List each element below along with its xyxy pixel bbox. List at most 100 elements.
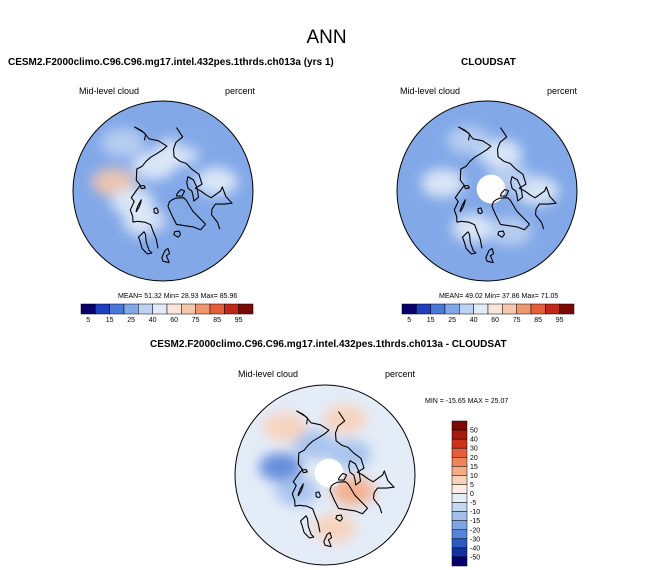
model-colorbar-swatch — [209, 303, 225, 315]
model-colorbar-tick: 60 — [170, 317, 178, 324]
diff-colorbar-swatch — [451, 511, 468, 521]
model-colorbar-swatch — [80, 303, 96, 315]
obs-colorbar-swatch — [530, 303, 546, 315]
map-2-coastline — [335, 514, 344, 522]
map-0-coastline — [167, 197, 207, 231]
diff-colorbar-swatch — [451, 447, 468, 458]
model-colorbar-tick: 40 — [149, 317, 157, 324]
diff-units-label: percent — [385, 369, 416, 379]
map-2-coastline — [348, 460, 362, 486]
obs-colorbar-swatch — [444, 303, 460, 315]
map-2-coastline — [323, 531, 333, 548]
model-colorbar-tick: 25 — [127, 317, 135, 324]
diff-colorbar-swatch — [451, 484, 468, 494]
map-1-coastline — [459, 199, 466, 213]
model-colorbar-swatch — [109, 303, 125, 315]
diff-colorbar-tick: -20 — [470, 527, 480, 534]
diff-colorbar-tick: 20 — [470, 455, 478, 462]
diff-colorbar-tick: 40 — [470, 437, 478, 444]
diff-stats: MIN = -15.65 MAX = 25.07 — [425, 398, 509, 405]
diff-colorbar-tick: -5 — [470, 500, 476, 507]
map-0-coastline — [173, 230, 182, 238]
model-colorbar-tick: 75 — [192, 317, 200, 324]
map-1-boundary — [396, 100, 578, 282]
diff-colorbar-swatch — [451, 475, 468, 485]
diff-colorbar-swatch — [451, 438, 468, 449]
model-colorbar-swatch — [152, 303, 168, 315]
obs-colorbar-swatch — [487, 303, 503, 315]
diff-panel-title: CESM2.F2000climo.C96.C96.mg17.intel.432p… — [150, 339, 507, 350]
map-1-cloud-region — [488, 217, 532, 246]
map-1-coastline — [461, 231, 477, 255]
map-0-cloud-region — [132, 151, 176, 181]
obs-units-label: percent — [547, 86, 578, 96]
model-variable-label: Mid-level cloud — [79, 86, 140, 96]
map-2-coastline — [337, 472, 348, 481]
diff-colorbar-tick: 5 — [470, 482, 474, 489]
diff-colorbar-tick: 30 — [470, 446, 478, 453]
obs-colorbar-tick: 40 — [470, 317, 478, 324]
model-units-label: percent — [225, 86, 256, 96]
map-1-coastline — [510, 176, 524, 202]
obs-variable-label: Mid-level cloud — [400, 86, 461, 96]
map-2-cloud-region — [259, 452, 303, 482]
diff-colorbar-swatch — [451, 420, 468, 431]
map-2-cloud-region — [328, 439, 372, 469]
map-2-missing-data-region — [314, 458, 344, 488]
map-2-coastline — [301, 468, 308, 474]
diff-colorbar-swatch — [451, 538, 468, 549]
model-colorbar-swatch — [166, 303, 182, 315]
map-2-coastline — [291, 410, 330, 533]
obs-colorbar-tick: 15 — [427, 317, 435, 324]
diff-variable-label: Mid-level cloud — [238, 369, 299, 379]
model-stats: MEAN= 51.32 Min= 28.93 Max= 85.96 — [118, 293, 238, 300]
map-1-coastline — [485, 247, 495, 264]
model-colorbar-tick: 5 — [86, 317, 90, 324]
map-0-coastline — [135, 199, 142, 213]
obs-panel-title: CLOUDSAT — [461, 57, 516, 68]
diff-colorbar-tick: 50 — [470, 428, 478, 435]
obs-colorbar-swatch — [401, 303, 417, 315]
map-0-coastline — [172, 127, 233, 230]
map-0-cloud-region — [100, 128, 145, 158]
obs-colorbar-swatch — [516, 303, 532, 315]
map-1-cloud-region — [451, 213, 496, 243]
diff-colorbar-tick: 10 — [470, 473, 478, 480]
diff-colorbar-swatch — [451, 529, 468, 540]
map-2-cloud-region — [292, 430, 336, 459]
map-0-cloud-region — [162, 201, 206, 231]
map-0-cloud-region — [172, 122, 217, 151]
diff-colorbar-tick: -30 — [470, 536, 480, 543]
map-2-cloud-region — [323, 404, 367, 434]
map-1-cloud-region — [421, 168, 465, 198]
map-0-coastline — [134, 126, 147, 141]
obs-stats: MEAN= 49.02 Min= 37.86 Max= 71.05 — [439, 293, 559, 300]
map-2-coastline — [297, 483, 304, 497]
map-1-coastline — [497, 230, 506, 238]
map-0-coastline — [153, 207, 160, 215]
obs-colorbar-swatch — [416, 303, 431, 315]
obs-colorbar-swatch — [459, 303, 474, 315]
model-colorbar-swatch — [238, 303, 254, 315]
map-0-coastline — [186, 176, 200, 202]
map-2-cloud-region — [275, 476, 319, 506]
map-1-coastline — [496, 127, 557, 230]
map-0-coastline — [139, 184, 146, 190]
diff-colorbar-tick: 0 — [470, 491, 474, 498]
map-0-coastline — [161, 247, 171, 264]
map-2-cloud-region — [262, 412, 307, 442]
model-panel-title: CESM2.F2000climo.C96.C96.mg17.intel.432p… — [8, 57, 334, 68]
map-2-coastline — [296, 410, 309, 425]
map-0-field — [73, 101, 253, 281]
diff-colorbar-swatch — [451, 493, 468, 503]
diff-colorbar-swatch — [451, 520, 468, 530]
obs-colorbar-tick: 95 — [556, 317, 564, 324]
map-1-field — [397, 101, 577, 281]
obs-colorbar-swatch — [473, 303, 489, 315]
map-0-cloud-region — [194, 167, 238, 197]
model-colorbar-swatch — [138, 303, 153, 315]
obs-colorbar-swatch — [430, 303, 446, 315]
map-1-missing-data-region — [476, 174, 506, 204]
obs-colorbar-swatch — [545, 303, 560, 315]
model-colorbar-tick: 95 — [235, 317, 243, 324]
